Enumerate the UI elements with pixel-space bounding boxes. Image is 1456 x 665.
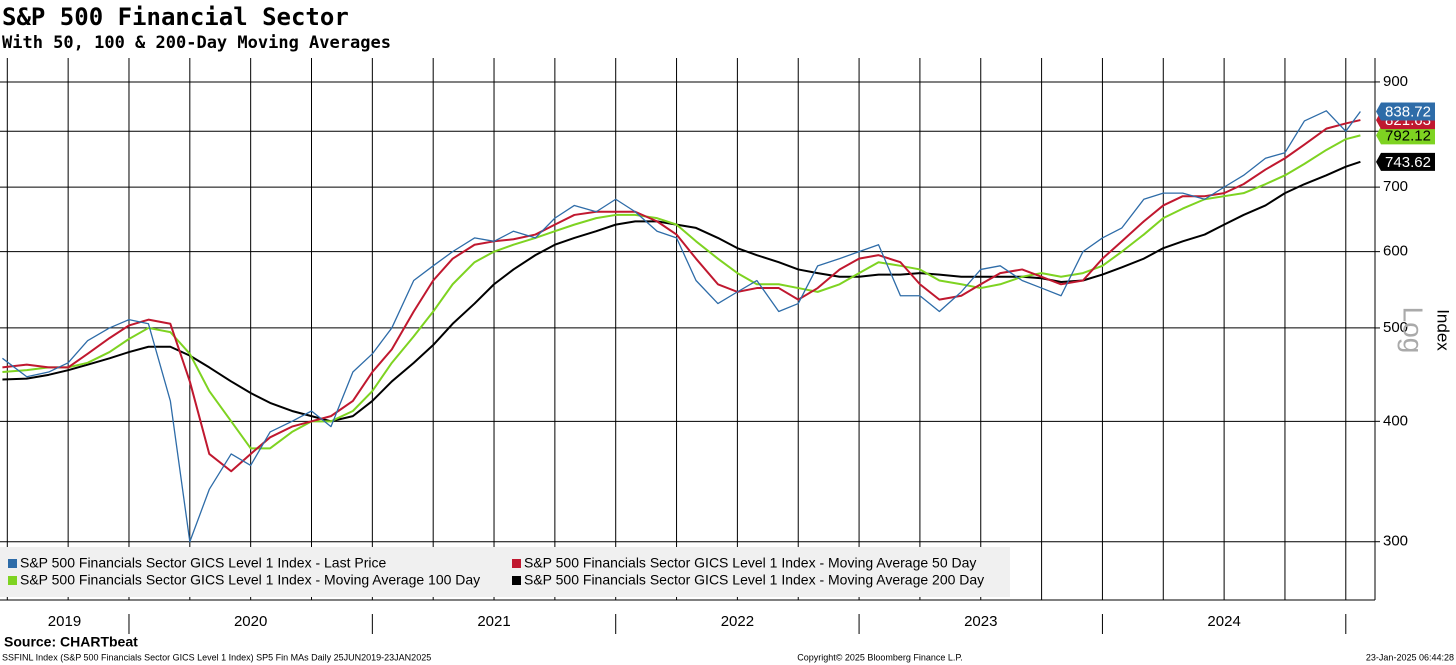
legend-label: S&P 500 Financials Sector GICS Level 1 I… (20, 555, 386, 571)
scale-label: Log (1398, 307, 1429, 354)
last-value-tag: 743.62 (1376, 152, 1435, 171)
y-axis-label: Index (1434, 309, 1453, 351)
chart-title: S&P 500 Financial Sector (2, 3, 349, 31)
legend-label: S&P 500 Financials Sector GICS Level 1 I… (524, 572, 984, 588)
x-tick-label: 2020 (234, 613, 267, 630)
legend-background (0, 547, 1010, 597)
x-tick-label: 2019 (48, 613, 81, 630)
last-value-tag: 792.12 (1376, 126, 1435, 145)
last-value-box (1376, 152, 1435, 171)
legend-swatch (512, 576, 521, 585)
chart-subtitle: With 50, 100 & 200-Day Moving Averages (2, 33, 391, 53)
series-line (2, 110, 1361, 543)
x-tick-label: 2022 (721, 613, 754, 630)
footer-center: Copyright© 2025 Bloomberg Finance L.P. (797, 652, 963, 662)
series-line (2, 134, 1361, 450)
legend-label: S&P 500 Financials Sector GICS Level 1 I… (20, 572, 480, 588)
last-value-box (1376, 102, 1435, 121)
y-tick-label: 300 (1383, 533, 1408, 550)
last-value-label: 743.62 (1385, 154, 1431, 171)
legend: S&P 500 Financials Sector GICS Level 1 I… (0, 547, 1010, 597)
legend-label: S&P 500 Financials Sector GICS Level 1 I… (524, 555, 976, 571)
footer-left: SSFINL Index (S&P 500 Financials Sector … (2, 652, 431, 662)
x-tick-label: 2023 (964, 613, 997, 630)
last-value-label: 838.72 (1385, 103, 1431, 120)
grid (0, 58, 1375, 600)
x-tick-label: 2021 (477, 613, 510, 630)
plot (2, 110, 1361, 543)
footer-right: 23-Jan-2025 06:44:28 (1366, 652, 1454, 662)
legend-swatch (8, 576, 17, 585)
y-tick-label: 600 (1383, 243, 1408, 260)
y-tick-label: 400 (1383, 412, 1408, 429)
source: Source: CHARTbeat (4, 634, 138, 650)
legend-swatch (512, 559, 521, 568)
y-tick-label: 900 (1383, 73, 1408, 90)
series-line (2, 160, 1361, 423)
y-tick-label: 500 (1383, 319, 1408, 336)
last-value-box (1376, 126, 1435, 145)
x-tick-label: 2024 (1207, 613, 1240, 630)
legend-swatch (8, 559, 17, 568)
last-value-label: 792.12 (1385, 127, 1431, 144)
axes: 3004005006007008009002019202020212022202… (0, 58, 1435, 634)
last-value-tag: 838.72 (1376, 102, 1435, 121)
y-tick-label: 700 (1383, 178, 1408, 195)
series-line (2, 119, 1361, 473)
